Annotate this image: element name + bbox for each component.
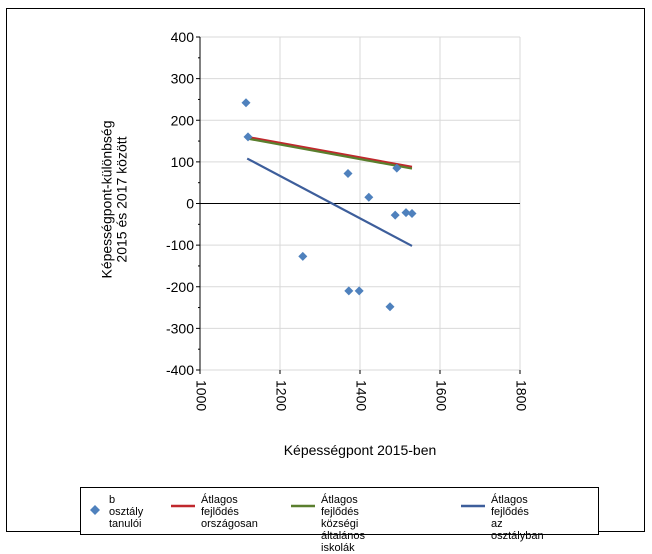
y-tick-label: -200 bbox=[166, 279, 194, 295]
scatter-point bbox=[241, 98, 251, 108]
scatter-point bbox=[385, 302, 395, 312]
y-tick-label: -400 bbox=[166, 362, 194, 378]
x-tick-label: 1800 bbox=[513, 380, 529, 411]
trend-line bbox=[247, 137, 413, 170]
scatter-point bbox=[390, 210, 400, 220]
legend-line-national bbox=[171, 504, 195, 508]
y-tick-label: 200 bbox=[171, 112, 195, 128]
scatter-point bbox=[344, 286, 354, 296]
y-tick-label: -100 bbox=[166, 237, 194, 253]
y-axis-title-line: 2015 és 2017 között bbox=[114, 136, 130, 262]
scatter-point bbox=[407, 208, 417, 218]
legend-label-village-schools: Átlagos fejlődés községi általános iskol… bbox=[321, 494, 366, 554]
legend-label-students: b osztály tanulói bbox=[109, 494, 144, 530]
y-tick-label: 400 bbox=[171, 29, 195, 45]
legend-line-village-schools bbox=[291, 504, 315, 508]
scatter-point bbox=[401, 208, 411, 218]
legend-label-class: Átlagos fejlődés az osztályban bbox=[491, 494, 544, 542]
x-tick-label: 1200 bbox=[273, 380, 289, 411]
trend-line bbox=[247, 135, 413, 168]
legend-line-class bbox=[461, 504, 485, 508]
scatter-point bbox=[354, 286, 364, 296]
y-tick-label: -300 bbox=[166, 320, 194, 336]
legend-marker-students bbox=[90, 505, 100, 515]
scatter-point bbox=[243, 132, 253, 142]
chart-frame: 400 300 200 100 0 -100 -200 -300 -400 1000 1200 140… bbox=[6, 8, 645, 554]
diamond-marker-icon bbox=[90, 505, 100, 515]
y-tick-label: 0 bbox=[186, 196, 194, 212]
scatter-point bbox=[343, 169, 353, 179]
x-tick-label: 1400 bbox=[353, 380, 369, 411]
y-tick-label: 100 bbox=[171, 154, 195, 170]
scatter-point bbox=[392, 163, 402, 173]
x-tick-label: 1600 bbox=[433, 380, 449, 411]
y-tick-label: 300 bbox=[171, 71, 195, 87]
scatter-point bbox=[364, 192, 374, 202]
trend-line bbox=[246, 157, 413, 247]
legend: b osztály tanulói Átlagos fejlődés orszá… bbox=[80, 487, 599, 554]
scatter-point bbox=[298, 251, 308, 261]
x-tick-label: 1000 bbox=[193, 380, 209, 411]
x-axis-title: Képességpont 2015-ben bbox=[284, 442, 437, 458]
legend-label-national: Átlagos fejlődés országosan bbox=[201, 494, 258, 530]
y-axis-title-line: Képességpont-különbség bbox=[99, 120, 115, 278]
